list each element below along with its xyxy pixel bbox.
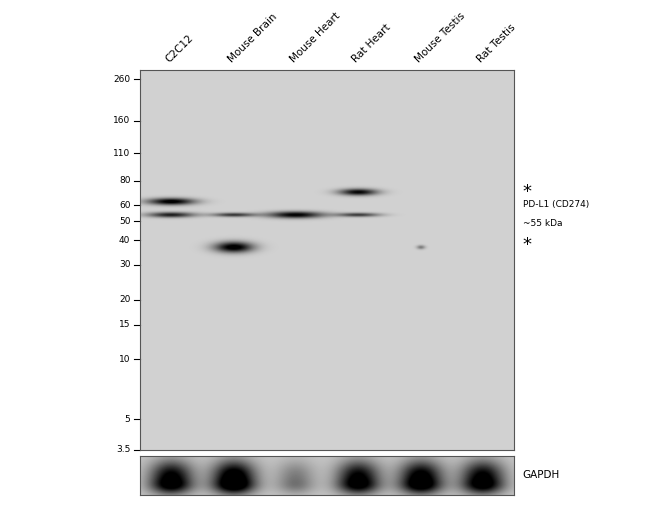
Text: 20: 20 bbox=[119, 295, 131, 305]
Text: 3.5: 3.5 bbox=[116, 445, 131, 454]
Text: Rat Heart: Rat Heart bbox=[351, 22, 393, 64]
Text: 80: 80 bbox=[119, 176, 131, 185]
Text: 260: 260 bbox=[113, 74, 131, 84]
Text: 15: 15 bbox=[119, 320, 131, 329]
Text: 10: 10 bbox=[119, 355, 131, 364]
Text: 30: 30 bbox=[119, 261, 131, 269]
Text: Rat Testis: Rat Testis bbox=[475, 22, 517, 64]
Text: GAPDH: GAPDH bbox=[523, 470, 560, 480]
Text: ~55 kDa: ~55 kDa bbox=[523, 219, 562, 228]
Text: 40: 40 bbox=[119, 236, 131, 245]
Text: 160: 160 bbox=[113, 116, 131, 126]
Text: *: * bbox=[523, 236, 532, 254]
Text: Mouse Brain: Mouse Brain bbox=[226, 11, 279, 64]
Text: 50: 50 bbox=[119, 217, 131, 225]
Text: 60: 60 bbox=[119, 201, 131, 210]
Text: *: * bbox=[523, 183, 532, 201]
Text: Mouse Heart: Mouse Heart bbox=[289, 10, 342, 64]
Text: 5: 5 bbox=[125, 415, 131, 423]
Text: Mouse Testis: Mouse Testis bbox=[413, 10, 467, 64]
Text: C2C12: C2C12 bbox=[164, 33, 196, 64]
Text: 110: 110 bbox=[113, 149, 131, 158]
Text: PD-L1 (CD274): PD-L1 (CD274) bbox=[523, 200, 589, 209]
